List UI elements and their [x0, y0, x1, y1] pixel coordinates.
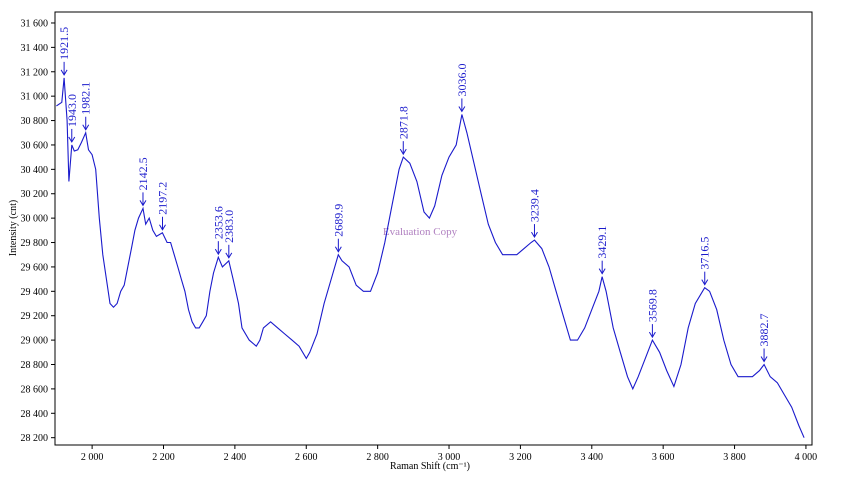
y-tick-label: 28 600 [21, 384, 49, 395]
x-tick-label: 4 000 [795, 452, 818, 463]
y-tick-label: 28 800 [21, 360, 49, 371]
peak-label: 2689.9 [331, 204, 345, 237]
peak-label: 1921.5 [57, 27, 71, 60]
peak-arrowhead [531, 231, 538, 239]
peak-arrowhead [598, 268, 606, 275]
x-tick-label: 2 200 [152, 452, 175, 463]
y-tick-label: 29 200 [21, 311, 49, 322]
peak-arrowhead [82, 124, 90, 131]
x-tick-label: 2 600 [295, 452, 318, 463]
y-axis-label: Intensity (cnt) [8, 200, 19, 256]
x-axis-label: Raman Shift (cm⁻¹) [390, 461, 470, 472]
y-tick-label: 28 200 [21, 433, 49, 444]
peak-arrowhead [214, 248, 222, 256]
y-tick-label: 30 200 [21, 189, 49, 200]
y-tick-label: 29 000 [21, 336, 49, 347]
y-tick-label: 31 200 [21, 67, 49, 78]
peak-arrowhead [60, 69, 68, 76]
peak-label: 3882.7 [757, 313, 771, 346]
y-tick-label: 30 600 [21, 140, 49, 151]
y-tick-label: 30 000 [21, 214, 49, 225]
peak-label: 2871.8 [396, 106, 410, 139]
peak-arrowhead [334, 246, 342, 253]
peak-arrowhead [159, 224, 166, 231]
peak-arrowhead [458, 106, 466, 113]
y-tick-label: 31 600 [21, 18, 49, 29]
peak-label: 1943.0 [65, 94, 79, 127]
y-tick-label: 29 800 [21, 238, 49, 249]
watermark: Evaluation Copy [383, 226, 458, 238]
peak-label: 3429.1 [595, 226, 609, 259]
x-tick-label: 3 800 [723, 452, 746, 463]
peak-arrowhead [648, 331, 656, 339]
x-tick-label: 2 800 [366, 452, 389, 463]
peak-label: 2383.0 [222, 210, 236, 243]
x-tick-label: 3 400 [581, 452, 604, 463]
y-tick-label: 31 000 [21, 92, 49, 103]
peak-arrowhead [760, 356, 768, 363]
y-tick-label: 29 600 [21, 262, 49, 273]
y-tick-label: 30 800 [21, 116, 49, 127]
x-tick-label: 2 400 [224, 452, 247, 463]
peak-label: 2197.2 [156, 182, 170, 215]
x-tick-label: 2 000 [81, 452, 104, 463]
x-tick-label: 3 000 [438, 452, 461, 463]
plot-frame [54, 11, 813, 446]
y-tick-label: 28 400 [21, 409, 49, 420]
y-tick-label: 29 400 [21, 287, 49, 298]
x-tick-label: 3 600 [652, 452, 675, 463]
peak-arrowhead [139, 200, 147, 207]
spectrum-line [56, 77, 805, 438]
peak-label: 3569.8 [645, 289, 659, 322]
peak-label: 3716.5 [698, 237, 712, 270]
peak-arrowhead [68, 136, 76, 143]
peak-label: 2353.6 [211, 206, 225, 239]
x-tick-label: 3 200 [509, 452, 532, 463]
y-tick-label: 31 400 [21, 43, 49, 54]
peak-arrowhead [701, 279, 709, 286]
peak-arrowhead [225, 252, 233, 259]
peak-label: 3239.4 [527, 189, 541, 222]
peak-label: 2142.5 [136, 157, 150, 190]
peak-arrowhead [399, 148, 407, 156]
peak-label: 3036.0 [455, 63, 469, 96]
y-tick-label: 30 400 [21, 165, 49, 176]
peak-label: 1982.1 [79, 82, 93, 115]
